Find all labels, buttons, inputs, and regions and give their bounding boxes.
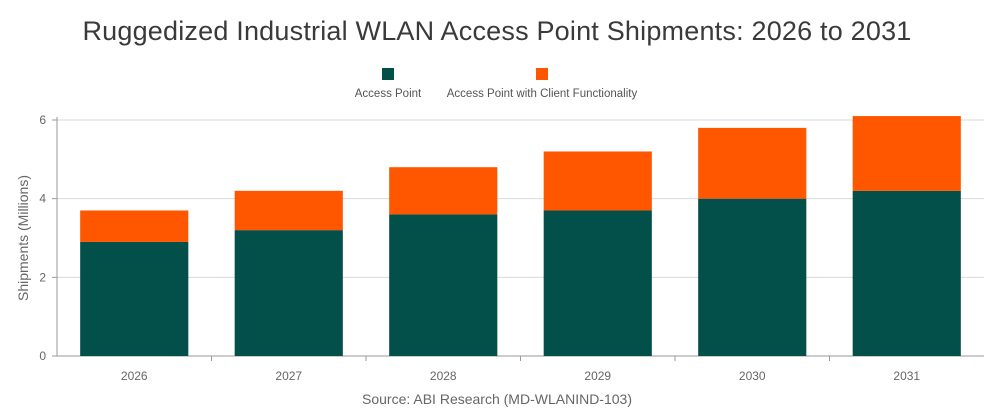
legend-item-access-point[interactable]: Access Point [336,68,440,100]
legend-item-client-functionality[interactable]: Access Point with Client Functionality [436,68,648,100]
bar-access-point-2028 [389,214,498,356]
source-note: Source: ABI Research (MD-WLANIND-103) [362,391,632,407]
x-tick-label: 2030 [739,369,766,383]
legend-swatch-access-point [382,68,394,80]
bar-client-functionality-2029 [543,151,652,211]
legend-label-client-functionality: Access Point with Client Functionality [446,88,638,100]
bar-client-functionality-2027 [234,190,343,231]
y-tick-label: 6 [39,113,46,127]
legend-label-access-point: Access Point [354,88,422,100]
y-tick-label: 2 [39,270,46,284]
bar-access-point-2029 [543,210,652,356]
bar-access-point-2027 [234,230,343,356]
legend-swatch-client-functionality [536,68,548,80]
bar-client-functionality-2026 [80,210,189,242]
x-tick-label: 2031 [893,369,920,383]
x-tick-label: 2029 [584,369,611,383]
bar-access-point-2031 [852,190,961,356]
legend: Access Point Access Point with Client Fu… [0,68,994,108]
x-tick-label: 2027 [275,369,302,383]
bar-access-point-2030 [698,198,807,356]
y-tick-label: 0 [39,349,46,363]
bar-client-functionality-2028 [389,167,498,215]
y-tick-label: 4 [39,192,46,206]
chart-title: Ruggedized Industrial WLAN Access Point … [82,16,912,46]
bar-client-functionality-2030 [698,127,807,199]
x-tick-label: 2026 [121,369,148,383]
bar-client-functionality-2031 [852,116,961,191]
x-tick-label: 2028 [430,369,457,383]
bar-access-point-2026 [80,241,189,356]
